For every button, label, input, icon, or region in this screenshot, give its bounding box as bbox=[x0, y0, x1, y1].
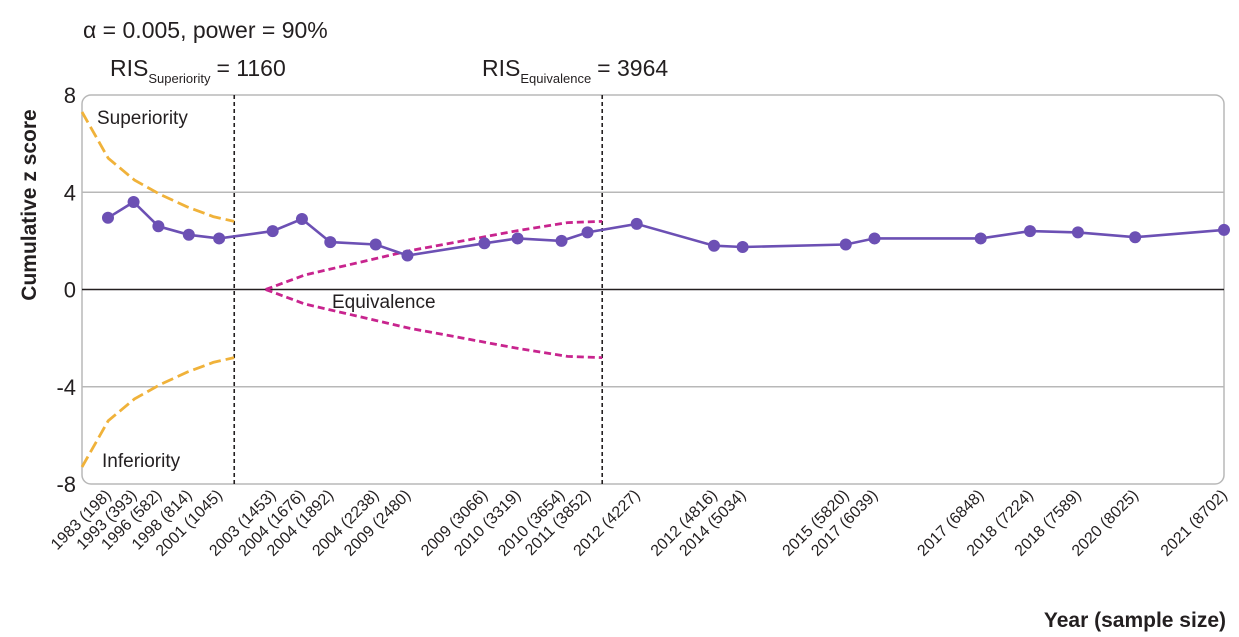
equivalence-upper-boundary bbox=[265, 220, 603, 291]
ris-superiority-value: = 1160 bbox=[216, 55, 285, 81]
y-tick-label: -4 bbox=[56, 375, 76, 400]
equivalence-lower-boundary bbox=[265, 288, 603, 359]
ris-equivalence-value: = 3964 bbox=[597, 55, 668, 81]
x-tick-label: 2021 (8702) bbox=[1158, 487, 1231, 560]
data-point bbox=[478, 237, 491, 250]
ris-equivalence-subscript: Equivalence bbox=[520, 71, 591, 86]
data-point bbox=[1218, 223, 1230, 236]
data-point bbox=[152, 220, 165, 233]
data-point bbox=[630, 217, 643, 230]
y-tick-label: 4 bbox=[64, 180, 76, 205]
equivalence-annotation: Equivalence bbox=[332, 292, 436, 313]
data-point bbox=[401, 249, 414, 262]
data-point bbox=[213, 232, 226, 245]
data-point bbox=[1129, 231, 1142, 244]
data-point bbox=[295, 212, 308, 225]
data-points bbox=[101, 195, 1230, 262]
ris-superiority-subscript: Superiority bbox=[148, 71, 211, 86]
data-point bbox=[182, 228, 195, 241]
x-axis-title: Year (sample size) bbox=[1044, 609, 1226, 632]
gridlines bbox=[82, 191, 1224, 388]
data-point bbox=[839, 238, 852, 251]
data-point bbox=[736, 240, 749, 253]
ris-superiority-base: RIS bbox=[110, 55, 148, 81]
data-point bbox=[555, 234, 568, 247]
ris-equivalence-base: RIS bbox=[482, 55, 520, 81]
superiority-annotation: Superiority bbox=[97, 108, 188, 129]
data-point bbox=[1024, 225, 1037, 238]
y-tick-label: -8 bbox=[56, 472, 76, 497]
data-point bbox=[581, 226, 594, 239]
x-tick-labels: 1983 (198)1993 (393)1996 (582)1998 (814)… bbox=[48, 487, 1231, 560]
data-point bbox=[511, 232, 524, 245]
data-point bbox=[868, 232, 881, 245]
inferiority-boundary bbox=[80, 356, 235, 468]
data-point bbox=[127, 195, 140, 208]
data-point bbox=[974, 232, 987, 245]
ris-equivalence-label: RISEquivalence = 3964 bbox=[482, 55, 668, 86]
data-point bbox=[266, 225, 279, 238]
chart-header: α = 0.005, power = 90% bbox=[83, 17, 328, 43]
data-point bbox=[708, 239, 721, 252]
y-tick-label: 0 bbox=[64, 278, 76, 303]
inferiority-annotation: Inferiority bbox=[102, 451, 181, 472]
data-point bbox=[369, 238, 382, 251]
y-axis-title: Cumulative z score bbox=[18, 109, 41, 300]
data-point bbox=[1071, 226, 1084, 239]
superiority-boundary bbox=[80, 111, 235, 223]
y-tick-labels: 8 4 0 -4 -8 bbox=[56, 83, 76, 497]
ris-superiority-label: RISSuperiority = 1160 bbox=[110, 55, 286, 86]
y-tick-label: 8 bbox=[64, 83, 76, 108]
data-point bbox=[101, 211, 114, 224]
data-point bbox=[324, 236, 337, 249]
